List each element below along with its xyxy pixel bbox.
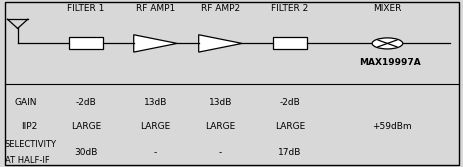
Text: 13dB: 13dB	[208, 98, 232, 107]
Text: -: -	[218, 148, 222, 157]
Text: LARGE: LARGE	[140, 122, 170, 131]
Text: -: -	[153, 148, 157, 157]
Text: 30dB: 30dB	[74, 148, 97, 157]
Text: MIXER: MIXER	[372, 4, 401, 13]
Bar	[69, 37, 102, 49]
Text: AT HALF-IF: AT HALF-IF	[5, 156, 49, 165]
Text: -2dB: -2dB	[75, 98, 96, 107]
Text: IIP2: IIP2	[21, 122, 37, 131]
Circle shape	[371, 38, 402, 49]
Text: GAIN: GAIN	[15, 98, 37, 107]
Text: 17dB: 17dB	[278, 148, 301, 157]
Text: RF AMP1: RF AMP1	[136, 4, 175, 13]
Polygon shape	[133, 35, 177, 52]
Bar	[273, 37, 306, 49]
Text: 13dB: 13dB	[144, 98, 167, 107]
Text: FILTER 2: FILTER 2	[271, 4, 308, 13]
Text: LARGE: LARGE	[205, 122, 235, 131]
Text: MAX19997A: MAX19997A	[358, 58, 420, 67]
Text: FILTER 1: FILTER 1	[67, 4, 104, 13]
Text: RF AMP2: RF AMP2	[200, 4, 239, 13]
Text: SELECTIVITY: SELECTIVITY	[5, 140, 56, 149]
Polygon shape	[198, 35, 242, 52]
Text: -2dB: -2dB	[279, 98, 300, 107]
Text: LARGE: LARGE	[274, 122, 305, 131]
Text: LARGE: LARGE	[70, 122, 101, 131]
Text: +59dBm: +59dBm	[371, 122, 411, 131]
